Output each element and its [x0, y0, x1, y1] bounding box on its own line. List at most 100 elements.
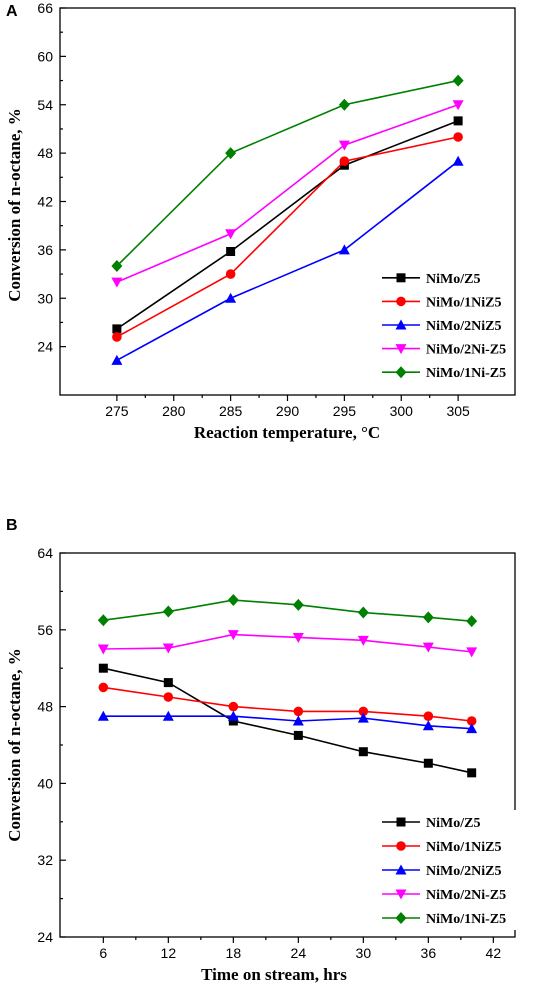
panel-a-series-nimo-1niz5 — [112, 132, 463, 342]
panel-a: A Conversion of n-octane, % Reaction tem… — [5, 0, 516, 442]
panel-a-legend-marker-nimo-2ni-z5 — [395, 344, 407, 355]
panel-b-data-point-nimo-2niz5 — [97, 710, 109, 721]
panel-b-data-point-nimo-1niz5 — [228, 701, 239, 712]
panel-a-y-tick-label: 60 — [37, 48, 53, 64]
panel-b-data-point-nimo-1ni-z5 — [227, 594, 239, 607]
panel-b-data-point-nimo-1ni-z5 — [292, 598, 304, 611]
panel-b-series-line-nimo-2niz5 — [103, 715, 472, 730]
panel-b-legend-label-nimo-z5: NiMo/Z5 — [426, 816, 480, 831]
panel-a-data-point-nimo-2ni-z5 — [225, 229, 237, 240]
panel-b-data-point-nimo-z5 — [358, 747, 368, 757]
panel-a-data-point-nimo-2ni-z5 — [111, 277, 123, 288]
panel-a-legend-label-nimo-1ni-z5: NiMo/1Ni-Z5 — [426, 366, 506, 381]
panel-b-data-point-nimo-2ni-z5 — [162, 643, 174, 654]
panel-b-x-tick-label: 18 — [226, 945, 242, 961]
panel-a-legend-marker-nimo-z5 — [396, 273, 406, 283]
panel-b-x-axis-title: Time on stream, hrs — [201, 965, 347, 984]
panel-b-data-point-nimo-z5 — [423, 758, 433, 768]
panel-b-series-line-nimo-2ni-z5 — [103, 633, 472, 653]
panel-b-data-point-nimo-2ni-z5 — [292, 632, 304, 643]
panel-b-x-tick-label: 24 — [291, 945, 307, 961]
panel-a-data-point-nimo-1niz5 — [339, 156, 350, 166]
panel-b-data-point-nimo-z5 — [163, 678, 173, 688]
panel-b-legend-marker-nimo-2niz5 — [395, 864, 407, 875]
panel-a-legend: NiMo/Z5 NiMo/1NiZ5 NiMo/2NiZ5 NiMo/2Ni-Z5 Ni… — [378, 266, 514, 384]
panel-b-legend-label-nimo-2niz5: NiMo/2NiZ5 — [426, 864, 501, 879]
panel-a-legend-label-nimo-z5: NiMo/Z5 — [426, 272, 480, 287]
panel-b-data-point-nimo-1niz5 — [358, 706, 369, 717]
panel-b-data-point-nimo-1ni-z5 — [422, 611, 434, 624]
panel-a-y-tick-label: 30 — [37, 290, 53, 306]
panel-a-series-nimo-2ni-z5 — [111, 100, 464, 288]
panel-a-data-point-nimo-z5 — [112, 324, 122, 334]
panel-b-data-point-nimo-1niz5 — [163, 692, 174, 702]
panel-a-series-line-nimo-1niz5 — [116, 136, 459, 338]
panel-b-data-point-nimo-1ni-z5 — [357, 606, 369, 619]
panel-b-series-line-nimo-1ni-z5 — [103, 599, 472, 622]
panel-a-x-tick-label: 300 — [390, 403, 414, 419]
panel-b-y-tick-label: 56 — [37, 622, 53, 638]
panel-a-legend-marker-nimo-1niz5 — [396, 296, 406, 307]
panel-b-x-tick-label: 30 — [356, 945, 372, 961]
panel-b-legend-label-nimo-1ni-z5: NiMo/1Ni-Z5 — [426, 912, 506, 927]
panel-b-x-tick-label: 12 — [161, 945, 177, 961]
panel-a-y-tick-label: 48 — [37, 145, 53, 161]
panel-a-legend-label-nimo-2ni-z5: NiMo/2Ni-Z5 — [426, 343, 506, 358]
panel-a-data-point-nimo-1ni-z5 — [338, 98, 350, 111]
panel-a-data-point-nimo-2niz5 — [225, 292, 237, 303]
panel-a-data-point-nimo-1ni-z5 — [225, 147, 237, 160]
panel-a-x-axis-title: Reaction temperature, °C — [194, 423, 380, 442]
panel-b: B Conversion of n-octane, % Time on stre… — [5, 517, 523, 984]
panel-a-y-tick-label: 54 — [37, 97, 53, 113]
panel-b-legend: NiMo/Z5 NiMo/1NiZ5 NiMo/2NiZ5 NiMo/2Ni-Z5 Ni… — [378, 810, 523, 930]
panel-a-legend-marker-nimo-1ni-z5 — [395, 366, 407, 379]
panel-a-series-line-nimo-2niz5 — [116, 160, 459, 362]
panel-b-data-point-nimo-1ni-z5 — [466, 615, 478, 628]
panel-b-y-tick-label: 24 — [37, 929, 53, 945]
panel-b-x-tick-label: 6 — [99, 945, 107, 961]
panel-b-legend-label-nimo-2ni-z5: NiMo/2Ni-Z5 — [426, 888, 506, 903]
panel-a-data-point-nimo-1niz5 — [225, 269, 236, 279]
panel-a-legend-label-nimo-2niz5: NiMo/2NiZ5 — [426, 319, 501, 334]
panel-b-y-tick-label: 64 — [37, 545, 53, 561]
panel-b-data-point-nimo-1niz5 — [98, 682, 109, 693]
panel-a-x-tick-label: 285 — [219, 403, 243, 419]
panel-b-data-point-nimo-2ni-z5 — [422, 642, 434, 653]
panel-a-data-point-nimo-2niz5 — [452, 155, 464, 166]
panel-b-data-point-nimo-2ni-z5 — [227, 630, 239, 641]
panel-b-data-point-nimo-2ni-z5 — [97, 644, 109, 655]
panel-b-legend-marker-nimo-1ni-z5 — [395, 912, 407, 924]
panel-a-legend-label-nimo-1niz5: NiMo/1NiZ5 — [426, 295, 501, 310]
panel-a-data-point-nimo-1ni-z5 — [111, 260, 123, 272]
panel-b-data-point-nimo-2niz5 — [162, 710, 174, 721]
panel-a-series-nimo-2niz5 — [111, 155, 464, 365]
panel-b-data-point-nimo-1ni-z5 — [162, 605, 174, 618]
panel-a-letter: A — [6, 3, 18, 20]
panel-b-series-nimo-1ni-z5 — [97, 594, 478, 628]
panel-b-letter: B — [6, 517, 18, 534]
panel-a-data-point-nimo-2niz5 — [338, 244, 350, 255]
panel-a-x-tick-label: 280 — [162, 403, 186, 419]
panel-b-data-point-nimo-z5 — [467, 768, 477, 778]
panel-b-data-point-nimo-2niz5 — [357, 712, 369, 723]
panel-a-data-point-nimo-1niz5 — [112, 332, 122, 342]
panel-a-y-tick-label: 36 — [37, 242, 53, 258]
panel-b-data-point-nimo-2niz5 — [422, 720, 434, 731]
panel-a-series-line-nimo-z5 — [116, 120, 459, 330]
panel-b-y-axis-title: Conversion of n-octane, % — [5, 648, 24, 842]
panel-b-legend-marker-nimo-2ni-z5 — [395, 889, 407, 900]
panel-a-y-axis-title: Conversion of n-octane, % — [5, 108, 24, 302]
panel-b-data-point-nimo-1niz5 — [293, 706, 304, 717]
panel-a-x-tick-label: 290 — [276, 403, 300, 419]
panel-b-legend-marker-nimo-z5 — [396, 817, 406, 827]
panel-a-data-point-nimo-1niz5 — [453, 132, 463, 142]
panel-a-data-point-nimo-z5 — [226, 246, 236, 256]
panel-a-x-tick-label: 295 — [333, 403, 357, 419]
panel-b-data-point-nimo-2niz5 — [466, 723, 478, 734]
panel-a-series-line-nimo-1ni-z5 — [116, 79, 459, 267]
panel-a-series-line-nimo-2ni-z5 — [116, 103, 459, 283]
panel-b-data-point-nimo-2niz5 — [227, 710, 239, 721]
panel-b-data-point-nimo-z5 — [228, 716, 238, 726]
panel-a-data-point-nimo-2niz5 — [111, 354, 123, 365]
